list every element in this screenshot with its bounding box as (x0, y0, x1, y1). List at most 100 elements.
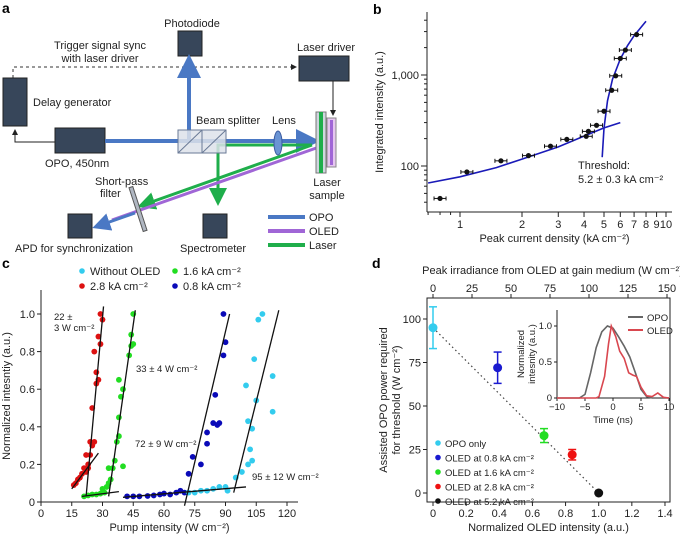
spectrometer-label: Spectrometer (180, 243, 246, 255)
y-tick-label: 0.8 (20, 347, 35, 359)
legend-label: OLED at 5.2 kA cm⁻² (445, 497, 534, 508)
data-point (83, 452, 89, 458)
annotation-label: 72 ± 9 W cm⁻² (135, 439, 196, 450)
x-tick-label: 9 (654, 219, 660, 231)
data-point (220, 311, 227, 317)
data-point (428, 323, 438, 333)
laser-beam-to-apd (137, 143, 313, 210)
x-tick-label: 4 (581, 219, 587, 231)
data-point (634, 31, 640, 38)
beam-splitter-label: Beam splitter (196, 115, 261, 127)
y-tick-label: 50 (409, 401, 421, 413)
data-point (249, 425, 256, 432)
x2-tick-label: 150 (658, 283, 676, 295)
x2-tick-label: 100 (580, 283, 598, 295)
x-tick-label: 10 (660, 219, 672, 231)
legend-label: 0.8 kA cm⁻² (183, 281, 241, 293)
x-tick-label: 6 (617, 219, 623, 231)
y-tick-label: 100 (403, 314, 421, 326)
opo-box (54, 127, 106, 154)
beam-splitter (177, 129, 227, 154)
laser-sample-label-1: Laser (313, 177, 341, 189)
panel-label-a: a (2, 0, 10, 16)
data-point (593, 122, 600, 128)
legend-marker (172, 283, 178, 289)
chart-d-inset: −10 −5 0 5 10 0 0.5 1.0 Time (ns) Normalized intes… (516, 310, 674, 426)
x-axis-title: Peak current density (kA cm⁻²) (479, 233, 629, 245)
laser-driver-box (298, 55, 350, 82)
data-point (189, 453, 196, 460)
chart-d-legend: OPO only OLED at 0.8 kA cm⁻² OLED at 1.6 k… (435, 439, 534, 508)
x-tick-label: 5 (601, 219, 607, 231)
data-point (116, 414, 122, 421)
annotation-label: 3 W cm⁻² (54, 323, 94, 334)
chart-b-fits (427, 20, 647, 184)
inset-y-axis-title: Normalized (516, 330, 527, 378)
photodiode-box (177, 30, 203, 57)
data-point (185, 470, 192, 477)
y-axis-title: Normalized intesntiy (a.u.) (1, 332, 13, 460)
x-tick-label: 0 (430, 508, 436, 520)
data-point (95, 333, 102, 340)
trigger-line (12, 64, 297, 78)
short-pass-filter (128, 185, 148, 233)
x-tick-label: 1 (457, 219, 463, 231)
x-tick-label: 1.4 (657, 508, 672, 520)
x-tick-label: 30 (96, 508, 108, 520)
inset-x-axis-title: Time (ns) (593, 415, 633, 426)
y-tick-label: 0 (415, 488, 421, 500)
x-tick-label: 2 (519, 219, 525, 231)
chart-c-annotations: 22 ±3 W cm⁻² 33 ± 4 W cm⁻² 72 ± 9 W cm⁻² 95… (54, 312, 319, 483)
legend-marker (172, 268, 178, 274)
inset-x-tick-label: 10 (664, 402, 675, 413)
y-axis-title: Integrated intensity (a.u.) (374, 51, 386, 173)
data-point (547, 143, 554, 149)
data-point (204, 440, 210, 447)
y-tick-label: 1.0 (20, 309, 35, 321)
y-axis-title: Assisted OPO power required (378, 327, 390, 473)
data-point (120, 386, 126, 393)
x2-tick-label: 125 (619, 283, 637, 295)
x-tick-label: 0.6 (525, 508, 540, 520)
data-point (97, 311, 104, 317)
lens (273, 130, 283, 156)
data-point (116, 376, 122, 383)
data-point (609, 87, 615, 93)
data-point (216, 420, 223, 426)
trigger-label-2: with laser driver (60, 53, 138, 65)
data-point (210, 485, 217, 492)
chart-b-axes: 1 2 3 4 5 6 7 8 9 10 100 1,000 Peak current density … (374, 12, 672, 245)
x2-tick-label: 25 (466, 283, 478, 295)
data-point (498, 158, 504, 164)
short-pass-label-1: Short-pass (95, 176, 149, 188)
x-tick-label: 1.0 (591, 508, 606, 520)
panel-a-legend: OPO OLED Laser (268, 212, 339, 252)
threshold-label-1: Threshold: (578, 160, 630, 172)
legend-marker (435, 483, 441, 490)
apd-box (67, 213, 93, 239)
inset-legend-label: OPO (647, 313, 668, 324)
x-axis-title: Normalized OLED intensity (a.u.) (468, 522, 629, 534)
y-axis-title: for threshold (W cm⁻²) (391, 345, 403, 454)
x-tick-label: 105 (247, 508, 265, 520)
data-point (91, 348, 98, 355)
data-point (245, 418, 251, 425)
legend-marker (435, 469, 441, 475)
fit-line (427, 121, 621, 184)
threshold-label-2: 5.2 ± 0.3 kA cm⁻² (578, 174, 664, 186)
data-point (198, 461, 204, 468)
oled-beam (111, 144, 323, 222)
legend-label: OPO only (445, 439, 486, 450)
trigger-label-1: Trigger signal sync (54, 40, 146, 52)
legend-marker (79, 283, 85, 289)
chart-c-points (70, 311, 276, 500)
data-point (493, 363, 503, 373)
laser-driver-label: Laser driver (297, 42, 355, 54)
apd-label: APD for synchronization (15, 243, 133, 255)
short-pass-label-2: filter (100, 188, 121, 200)
data-point (269, 373, 276, 379)
panel-a: a Trigger signal sync with laser driver … (2, 0, 355, 255)
legend-label: OLED at 1.6 kA cm⁻² (445, 468, 534, 479)
data-point (111, 457, 118, 464)
opo-label: OPO, 450nm (45, 158, 109, 170)
